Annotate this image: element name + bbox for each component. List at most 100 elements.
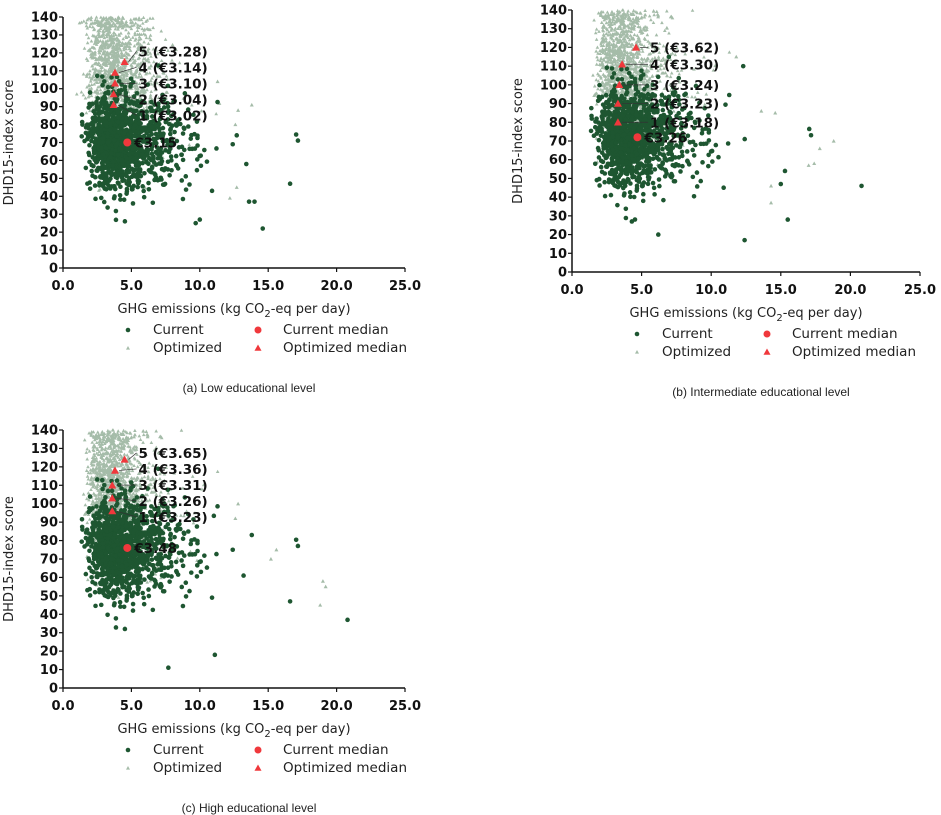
current-point (592, 161, 598, 167)
optimized-point (164, 74, 169, 78)
current-point (180, 157, 186, 163)
current-point (194, 167, 200, 173)
current-point (174, 162, 179, 168)
optimized-point (662, 86, 667, 91)
legend-current-median-label: Current median (283, 322, 389, 338)
legend-current-icon (125, 327, 131, 333)
optimized-point (141, 31, 146, 36)
optimized-point (675, 46, 679, 50)
current-point (111, 111, 116, 117)
optimized-point (85, 85, 89, 89)
x-tick-label: 15.0 (252, 279, 284, 294)
optimized-point (690, 94, 694, 99)
current-point (101, 199, 107, 205)
optimized-point (133, 32, 137, 37)
optimized-point (617, 91, 621, 95)
y-tick-label: 130 (31, 28, 58, 43)
y-tick-label: 20 (40, 226, 58, 241)
current-point (181, 147, 187, 153)
current-point (112, 186, 118, 192)
optimized-point (642, 76, 646, 80)
y-tick-label: 50 (40, 172, 58, 187)
optimized-point (137, 71, 142, 76)
current-point (112, 194, 117, 199)
optimized-point (140, 93, 145, 97)
optimized-point (149, 82, 154, 86)
optimized-point (187, 142, 192, 147)
current-point (160, 182, 166, 187)
current-point (149, 144, 155, 150)
current-point (627, 190, 633, 195)
optimized-point (142, 40, 146, 44)
current-point (92, 111, 98, 117)
optimized-point (142, 28, 146, 32)
optimized-point (159, 58, 164, 63)
current-point (108, 150, 114, 156)
optimized-point (108, 52, 113, 56)
current-point (622, 191, 627, 196)
optimized-point (120, 15, 125, 19)
optimized-point (604, 36, 608, 40)
optimized-point (626, 35, 631, 40)
optimized-point (703, 102, 707, 106)
current-point (80, 122, 85, 127)
optimized-point (104, 28, 109, 32)
optimized-point (137, 65, 141, 69)
optimized-median-marker (110, 79, 119, 87)
current-point (650, 180, 656, 186)
current-points (79, 63, 301, 231)
current-point (168, 154, 174, 159)
current-point (161, 96, 167, 102)
optimized-point (102, 56, 107, 60)
current-point (92, 149, 97, 154)
current-point (146, 127, 152, 133)
optimized-point (116, 52, 121, 56)
legend-optimized-label: Optimized (153, 340, 222, 356)
optimized-point (660, 20, 664, 25)
optimized-point (599, 56, 603, 60)
optimized-point (137, 81, 142, 86)
current-point (230, 141, 236, 147)
current-point (623, 215, 629, 221)
optimized-point (146, 49, 151, 54)
current-point (660, 146, 665, 152)
current-point (246, 199, 252, 204)
optimized-point (109, 35, 113, 39)
optimized-point (81, 93, 86, 97)
optimized-point (137, 52, 142, 56)
optimized-point (170, 58, 174, 62)
y-tick-label: 30 (40, 208, 58, 223)
current-point (89, 138, 94, 144)
optimized-point (120, 73, 124, 77)
y-tick-label: 70 (40, 136, 58, 151)
current-point (115, 140, 120, 146)
optimized-point (141, 86, 145, 90)
optimized-point (613, 26, 618, 30)
optimized-point (103, 49, 107, 53)
optimized-point (84, 111, 89, 115)
optimized-point (118, 48, 123, 52)
optimized-point (690, 8, 695, 12)
current-point (690, 147, 696, 153)
optimized-point (145, 104, 149, 108)
optimized-point (93, 17, 98, 22)
current-point (117, 165, 123, 171)
current-point (132, 167, 138, 173)
current-point (146, 186, 152, 192)
y-tick-label: 110 (31, 64, 58, 79)
current-point (86, 105, 91, 110)
optimized-point (98, 87, 103, 92)
current-point (137, 167, 143, 172)
optimized-point (125, 73, 129, 77)
optimized-point (100, 47, 105, 51)
current-point (808, 132, 814, 138)
optimized-point (199, 109, 204, 113)
optimized-point (145, 58, 150, 63)
optimized-point (86, 36, 91, 40)
optimized-point (107, 70, 111, 75)
optimized-median-marker (109, 90, 118, 98)
current-point (149, 99, 154, 105)
optimized-point (145, 106, 149, 110)
optimized-point (98, 63, 103, 68)
optimized-point (109, 55, 114, 59)
